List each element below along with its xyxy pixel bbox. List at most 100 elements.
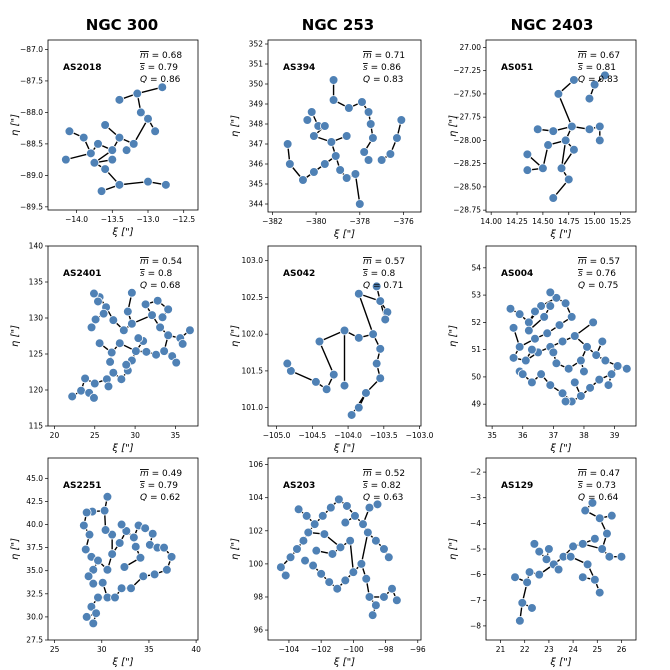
y-axis-label: η ["] xyxy=(10,325,21,347)
data-point xyxy=(595,514,604,523)
panel-as2018: −14.0 −13.5 −13.0 −12.5 −87.0 −87.5 −88.0 −88.5… xyxy=(10,40,198,238)
y-tick-label: 130 xyxy=(29,314,44,323)
stat-q: Q = 0.63 xyxy=(363,493,403,503)
data-point xyxy=(336,543,345,552)
data-point xyxy=(583,560,592,569)
data-point xyxy=(315,337,324,346)
y-tick-label: 40.0 xyxy=(26,520,43,529)
x-tick-label: −104.5 xyxy=(298,431,326,440)
data-point xyxy=(106,358,115,367)
stat-s: s = 0.79 xyxy=(140,481,178,491)
y-tick-label: 346 xyxy=(249,160,264,169)
data-point xyxy=(542,555,551,564)
y-tick-label: 53 xyxy=(471,291,481,300)
data-point xyxy=(590,534,599,543)
panel-as004: 35 36 37 38 39495051525354ξ ["]η ["]AS004m =… xyxy=(448,246,636,454)
x-tick-label: −382 xyxy=(262,217,283,226)
data-point xyxy=(364,156,373,165)
mst-edge xyxy=(359,294,373,334)
data-point xyxy=(549,194,558,203)
data-point xyxy=(136,553,145,562)
data-point xyxy=(380,593,389,602)
y-tick-label: 135 xyxy=(29,278,44,287)
x-tick-label: −14.0 xyxy=(65,215,88,224)
data-point xyxy=(109,368,118,377)
data-point xyxy=(585,94,594,103)
data-point xyxy=(380,545,389,554)
y-tick-label: 100 xyxy=(249,559,264,568)
y-tick-label: −5 xyxy=(470,545,481,554)
x-tick-label: 26 xyxy=(617,645,627,654)
column-title-2: NGC 253 xyxy=(302,16,374,34)
data-point xyxy=(336,166,345,175)
y-tick-label: −7 xyxy=(470,596,481,605)
data-point xyxy=(117,375,126,384)
data-point xyxy=(509,353,518,362)
y-tick-label: 101.5 xyxy=(242,366,264,375)
data-point xyxy=(555,321,564,330)
data-point xyxy=(592,351,601,360)
data-point xyxy=(144,114,153,123)
data-point xyxy=(531,307,540,316)
data-point xyxy=(530,539,539,548)
data-point xyxy=(570,76,579,85)
data-point xyxy=(310,520,319,529)
panel-as2401: 20 25 30 35115120125130135140ξ ["]η ["]AS24… xyxy=(10,242,198,455)
data-point xyxy=(369,134,378,143)
stat-q: Q = 0.83 xyxy=(363,75,403,85)
y-axis-label: η ["] xyxy=(10,114,21,136)
x-tick-label: 24 xyxy=(568,645,578,654)
data-point xyxy=(384,553,393,562)
x-tick-label: 22 xyxy=(520,645,530,654)
data-point xyxy=(595,588,604,597)
data-point xyxy=(115,180,124,189)
data-point xyxy=(172,358,181,367)
y-tick-label: 102.0 xyxy=(242,330,264,339)
data-point xyxy=(549,127,558,136)
data-point xyxy=(351,170,360,179)
data-point xyxy=(604,381,613,390)
data-point xyxy=(286,553,295,562)
y-tick-label: 45.0 xyxy=(26,474,43,483)
data-point xyxy=(535,547,544,556)
data-point xyxy=(294,505,303,514)
data-point xyxy=(293,545,302,554)
data-point xyxy=(329,370,338,379)
y-tick-label: −6 xyxy=(470,570,481,579)
stat-q: Q = 0.75 xyxy=(578,281,618,291)
data-point xyxy=(317,569,326,578)
data-point xyxy=(511,573,520,582)
data-point xyxy=(546,288,555,297)
data-point xyxy=(150,570,159,579)
y-tick-label: 51 xyxy=(471,345,481,354)
data-point xyxy=(586,383,595,392)
data-point xyxy=(576,392,585,401)
data-point xyxy=(523,578,532,587)
data-point xyxy=(590,575,599,584)
stat-m: m = 0.52 xyxy=(363,469,405,479)
y-tick-label: 49 xyxy=(471,400,481,409)
cluster-name: AS203 xyxy=(283,481,315,491)
x-tick-label: 25 xyxy=(50,645,60,654)
data-point xyxy=(607,511,616,520)
data-point xyxy=(153,296,162,305)
data-point xyxy=(595,136,604,145)
cluster-name: AS394 xyxy=(283,63,315,73)
data-point xyxy=(320,160,329,169)
y-tick-label: −27.25 xyxy=(453,66,481,75)
x-tick-label: 39 xyxy=(610,431,620,440)
data-point xyxy=(362,574,371,583)
data-point xyxy=(376,344,385,353)
data-point xyxy=(131,542,140,551)
data-point xyxy=(598,545,607,554)
data-point xyxy=(158,313,167,322)
y-tick-label: 348 xyxy=(249,120,264,129)
y-tick-label: 120 xyxy=(29,386,44,395)
cluster-name: AS2251 xyxy=(63,481,102,491)
y-tick-label: 344 xyxy=(249,200,264,209)
data-point xyxy=(524,318,533,327)
data-point xyxy=(152,350,161,359)
data-point xyxy=(578,573,587,582)
stat-m: m = 0.47 xyxy=(578,469,620,479)
data-point xyxy=(115,539,124,548)
